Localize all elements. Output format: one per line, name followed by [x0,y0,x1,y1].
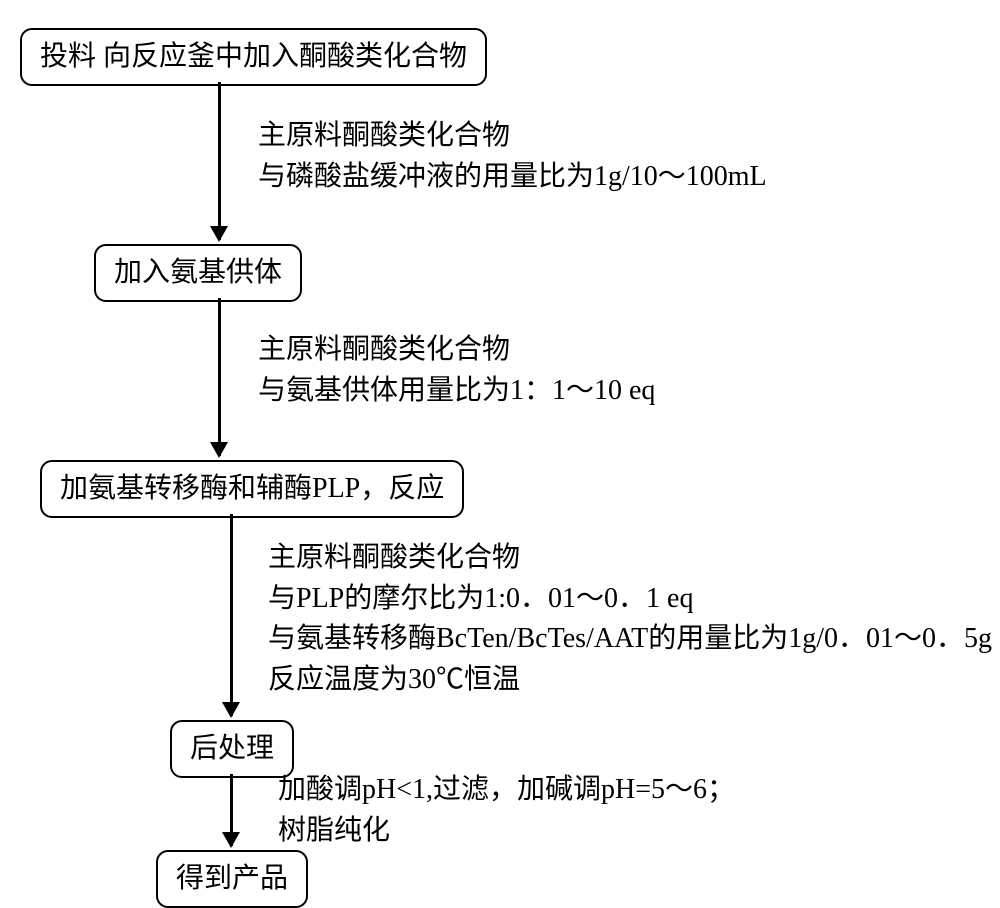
annot-line: 与氨基转移酶BcTen/BcTes/AAT的用量比为1g/0．01～0．5g [268,619,992,660]
annot-line: 加酸调pH<1,过滤，加碱调pH=5～6； [278,770,735,811]
annot-line: 与氨基供体用量比为1：1～10 eq [258,371,655,412]
annot-1: 主原料酮酸类化合物 与磷酸盐缓冲液的用量比为1g/10～100mL [258,116,767,197]
annot-line: 主原料酮酸类化合物 [268,538,992,579]
annot-2: 主原料酮酸类化合物 与氨基供体用量比为1：1～10 eq [258,330,655,411]
annot-line: 树脂纯化 [278,811,735,852]
process-flowchart: 投料 向反应釜中加入酮酸类化合物 加入氨基供体 加氨基转移酶和辅酶PLP，反应 … [0,0,1000,60]
annot-line: 主原料酮酸类化合物 [258,116,767,157]
node-amino-donor: 加入氨基供体 [94,244,302,302]
arrow-3 [230,514,233,716]
arrow-4 [230,774,233,846]
annot-3: 主原料酮酸类化合物 与PLP的摩尔比为1:0．01～0．1 eq 与氨基转移酶B… [268,538,992,700]
arrow-1 [218,82,221,240]
node-enzyme-plp: 加氨基转移酶和辅酶PLP，反应 [40,460,464,518]
annot-line: 与磷酸盐缓冲液的用量比为1g/10～100mL [258,157,767,198]
annot-4: 加酸调pH<1,过滤，加碱调pH=5～6； 树脂纯化 [278,770,735,851]
node-product: 得到产品 [156,850,308,908]
node-feed: 投料 向反应釜中加入酮酸类化合物 [20,28,487,86]
node-postprocess: 后处理 [170,720,294,778]
arrow-2 [218,298,221,456]
annot-line: 主原料酮酸类化合物 [258,330,655,371]
annot-line: 与PLP的摩尔比为1:0．01～0．1 eq [268,579,992,620]
annot-line: 反应温度为30℃恒温 [268,660,992,701]
